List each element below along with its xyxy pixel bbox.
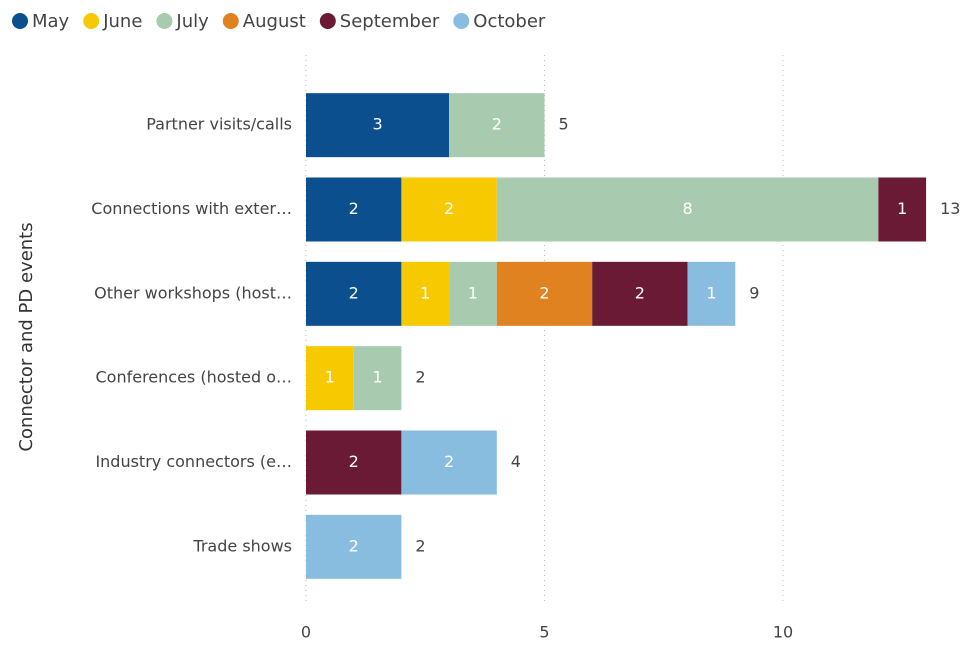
bar-segment: [592, 261, 688, 326]
total-label: 4: [511, 452, 521, 471]
segment-label: 2: [349, 283, 359, 302]
bar-segment: [496, 177, 879, 242]
bar-segment: [306, 261, 402, 326]
segment-label: 2: [349, 536, 359, 555]
legend-label: June: [102, 11, 142, 32]
legend-swatch: [156, 13, 173, 29]
segment-label: 1: [706, 283, 716, 302]
bar-segment: [401, 430, 497, 495]
segment-label: 2: [635, 283, 645, 302]
x-tick-label: 10: [773, 623, 793, 642]
segment-label: 2: [444, 199, 454, 218]
bar-segment: [306, 177, 402, 242]
segment-label: 8: [683, 199, 693, 218]
segment-label: 1: [468, 283, 478, 302]
total-label: 5: [559, 115, 569, 134]
legend-label: July: [175, 11, 209, 32]
legend-label: May: [32, 11, 70, 32]
legend-swatch: [83, 13, 100, 29]
segment-label: 2: [492, 115, 502, 134]
y-tick-label: Connections with exter…: [91, 199, 292, 218]
legend-swatch: [453, 13, 470, 29]
legend-label: August: [243, 11, 306, 32]
segment-label: 1: [372, 368, 382, 387]
segment-label: 1: [420, 283, 430, 302]
bar-segment: [401, 261, 450, 326]
bar-segment: [401, 177, 497, 242]
y-tick-label: Industry connectors (e…: [95, 452, 292, 471]
bar-segment: [306, 93, 450, 158]
segment-label: 1: [325, 368, 335, 387]
legend-label: September: [340, 11, 440, 32]
segment-label: 3: [372, 115, 382, 134]
total-label: 2: [415, 368, 425, 387]
y-tick-label: Trade shows: [192, 536, 292, 555]
legend-label: October: [473, 11, 546, 32]
y-tick-label: Partner visits/calls: [146, 115, 292, 134]
segment-label: 2: [444, 452, 454, 471]
bar-segment: [306, 514, 402, 579]
bar-segment: [687, 261, 736, 326]
segment-label: 2: [349, 452, 359, 471]
legend-swatch: [319, 13, 336, 29]
legend-swatch: [222, 13, 239, 29]
segment-label: 1: [897, 199, 907, 218]
bar-segment: [496, 261, 593, 326]
bar-segment: [449, 93, 545, 158]
segment-label: 2: [539, 283, 549, 302]
bar-segment: [878, 177, 927, 242]
total-label: 2: [415, 536, 425, 555]
total-label: 13: [940, 199, 960, 218]
y-tick-label: Other workshops (host…: [94, 283, 292, 302]
total-label: 9: [749, 283, 759, 302]
y-axis-title: Connector and PD events: [16, 222, 37, 451]
bar-segment: [306, 430, 402, 495]
segment-label: 2: [349, 199, 359, 218]
y-tick-label: Conferences (hosted o…: [95, 368, 292, 387]
bar-segment: [306, 346, 354, 411]
bar-segment: [353, 346, 402, 411]
x-tick-label: 5: [539, 623, 549, 642]
legend-swatch: [12, 13, 28, 29]
bar-segment: [449, 261, 497, 326]
x-tick-label: 0: [301, 623, 311, 642]
